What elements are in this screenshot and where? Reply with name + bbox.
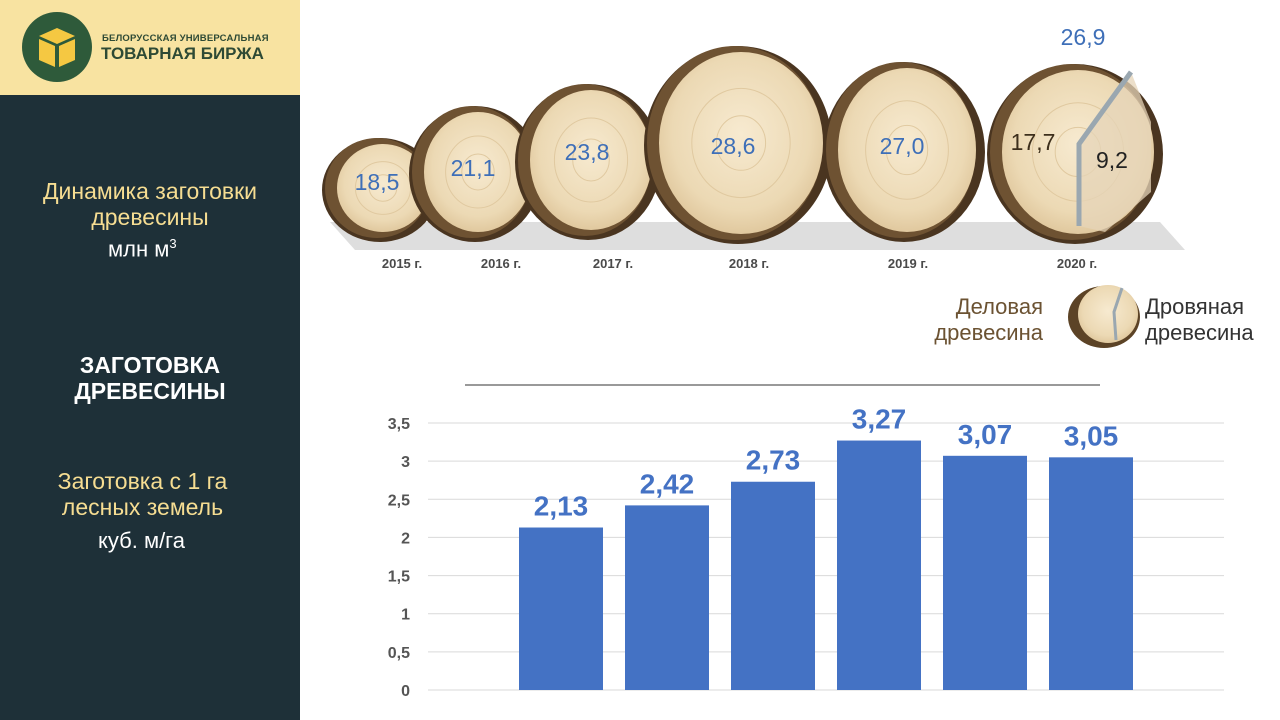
legend-fuel-line2: древесина [1145, 320, 1254, 345]
logo-text-line2: ТОВАРНАЯ БИРЖА [101, 44, 264, 63]
sidebar-heading-per-hectare: Заготовка с 1 га лесных земель [57, 468, 228, 520]
sidebar-unit-per-hectare: куб. м/га [98, 528, 185, 553]
bar-2016 [625, 505, 709, 690]
log-mark-3 [644, 46, 832, 244]
bar-value-label: 2,42 [640, 468, 695, 499]
bar-value-label: 2,13 [534, 491, 589, 522]
bar-value-label: 3,07 [958, 419, 1013, 450]
sidebar-title: ЗАГОТОВКА ДРЕВЕСИНЫ [74, 352, 226, 404]
log-value-2019: 27,0 [880, 133, 925, 159]
legend-industrial-line1: Деловая [956, 294, 1043, 319]
exchange-logo-icon [22, 12, 92, 82]
logo-band: БЕЛОРУССКАЯ УНИВЕРСАЛЬНАЯ ТОВАРНАЯ БИРЖА [0, 0, 300, 95]
bar-2020 [1049, 457, 1133, 690]
sidebar-unit-volume: млн м3 [108, 236, 177, 262]
year-label-2015: 2015 г. [382, 256, 422, 271]
bar-2019 [943, 455, 1027, 690]
log-value-2015: 18,5 [355, 169, 400, 195]
log-marks [322, 46, 1163, 244]
year-label-2018: 2018 г. [729, 256, 769, 271]
y-tick-label: 3 [401, 454, 410, 471]
legend-log-icon [1068, 285, 1140, 348]
y-axis-ticks: 0 0,5 1 1,5 2 2,5 3 3,5 [388, 416, 410, 700]
log-value-2020-fuel: 9,2 [1096, 147, 1128, 173]
legend-industrial-line2: древесина [934, 320, 1043, 345]
log-value-2016: 21,1 [451, 155, 496, 181]
log-mark-1 [409, 106, 541, 242]
log-mark-5 [987, 64, 1163, 244]
log-mark-0 [322, 138, 438, 242]
y-tick-label: 0,5 [388, 645, 410, 662]
bar-value-label: 2,73 [746, 445, 801, 476]
bar-2015 [519, 527, 603, 690]
y-tick-label: 0 [401, 683, 410, 700]
logo-text-line1: БЕЛОРУССКАЯ УНИВЕРСАЛЬНАЯ [102, 33, 269, 44]
legend: Деловая древесина Дровяная древесина [934, 285, 1254, 348]
bar-2018 [837, 440, 921, 690]
log-mark-2 [515, 84, 661, 240]
legend-fuel-line1: Дровяная [1145, 294, 1244, 319]
y-tick-label: 2 [401, 530, 410, 547]
timber-harvest-log-chart: 18,5 21,1 23,8 28,6 27,0 26,9 17,7 9,2 2… [322, 24, 1254, 348]
bar-2017 [731, 481, 815, 690]
y-tick-label: 3,5 [388, 416, 410, 433]
bar-marks [519, 440, 1133, 690]
sidebar [0, 95, 300, 720]
y-tick-label: 2,5 [388, 492, 410, 509]
bar-value-label: 3,27 [852, 404, 907, 435]
y-tick-label: 1 [401, 607, 410, 624]
log-mark-4 [823, 62, 985, 242]
log-value-2020-industrial: 17,7 [1011, 129, 1056, 155]
bar-value-label: 3,05 [1064, 420, 1119, 451]
log-value-2020-total: 26,9 [1061, 24, 1106, 50]
year-label-2016: 2016 г. [481, 256, 521, 271]
log-value-2018: 28,6 [711, 133, 756, 159]
per-hectare-bar-chart: 0 0,5 1 1,5 2 2,5 3 3,5 2,13 2,42 2,73 3,27 3,07 3,0… [388, 384, 1224, 700]
log-value-2017: 23,8 [565, 139, 610, 165]
bar-value-labels: 2,13 2,42 2,73 3,27 3,07 3,05 [534, 404, 1119, 522]
sidebar-heading-dynamics: Динамика заготовки древесины [42, 178, 258, 230]
year-label-2017: 2017 г. [593, 256, 633, 271]
y-tick-label: 1,5 [388, 569, 410, 586]
year-label-2020: 2020 г. [1057, 256, 1097, 271]
year-label-2019: 2019 г. [888, 256, 928, 271]
